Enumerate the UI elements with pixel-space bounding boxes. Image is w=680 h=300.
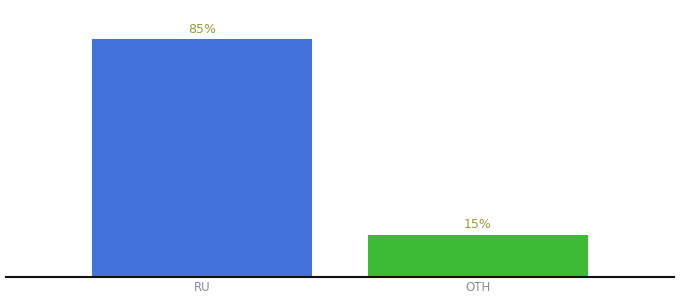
- Text: 15%: 15%: [464, 218, 492, 231]
- Text: 85%: 85%: [188, 23, 216, 36]
- Bar: [368, 235, 588, 277]
- Bar: [92, 39, 312, 277]
